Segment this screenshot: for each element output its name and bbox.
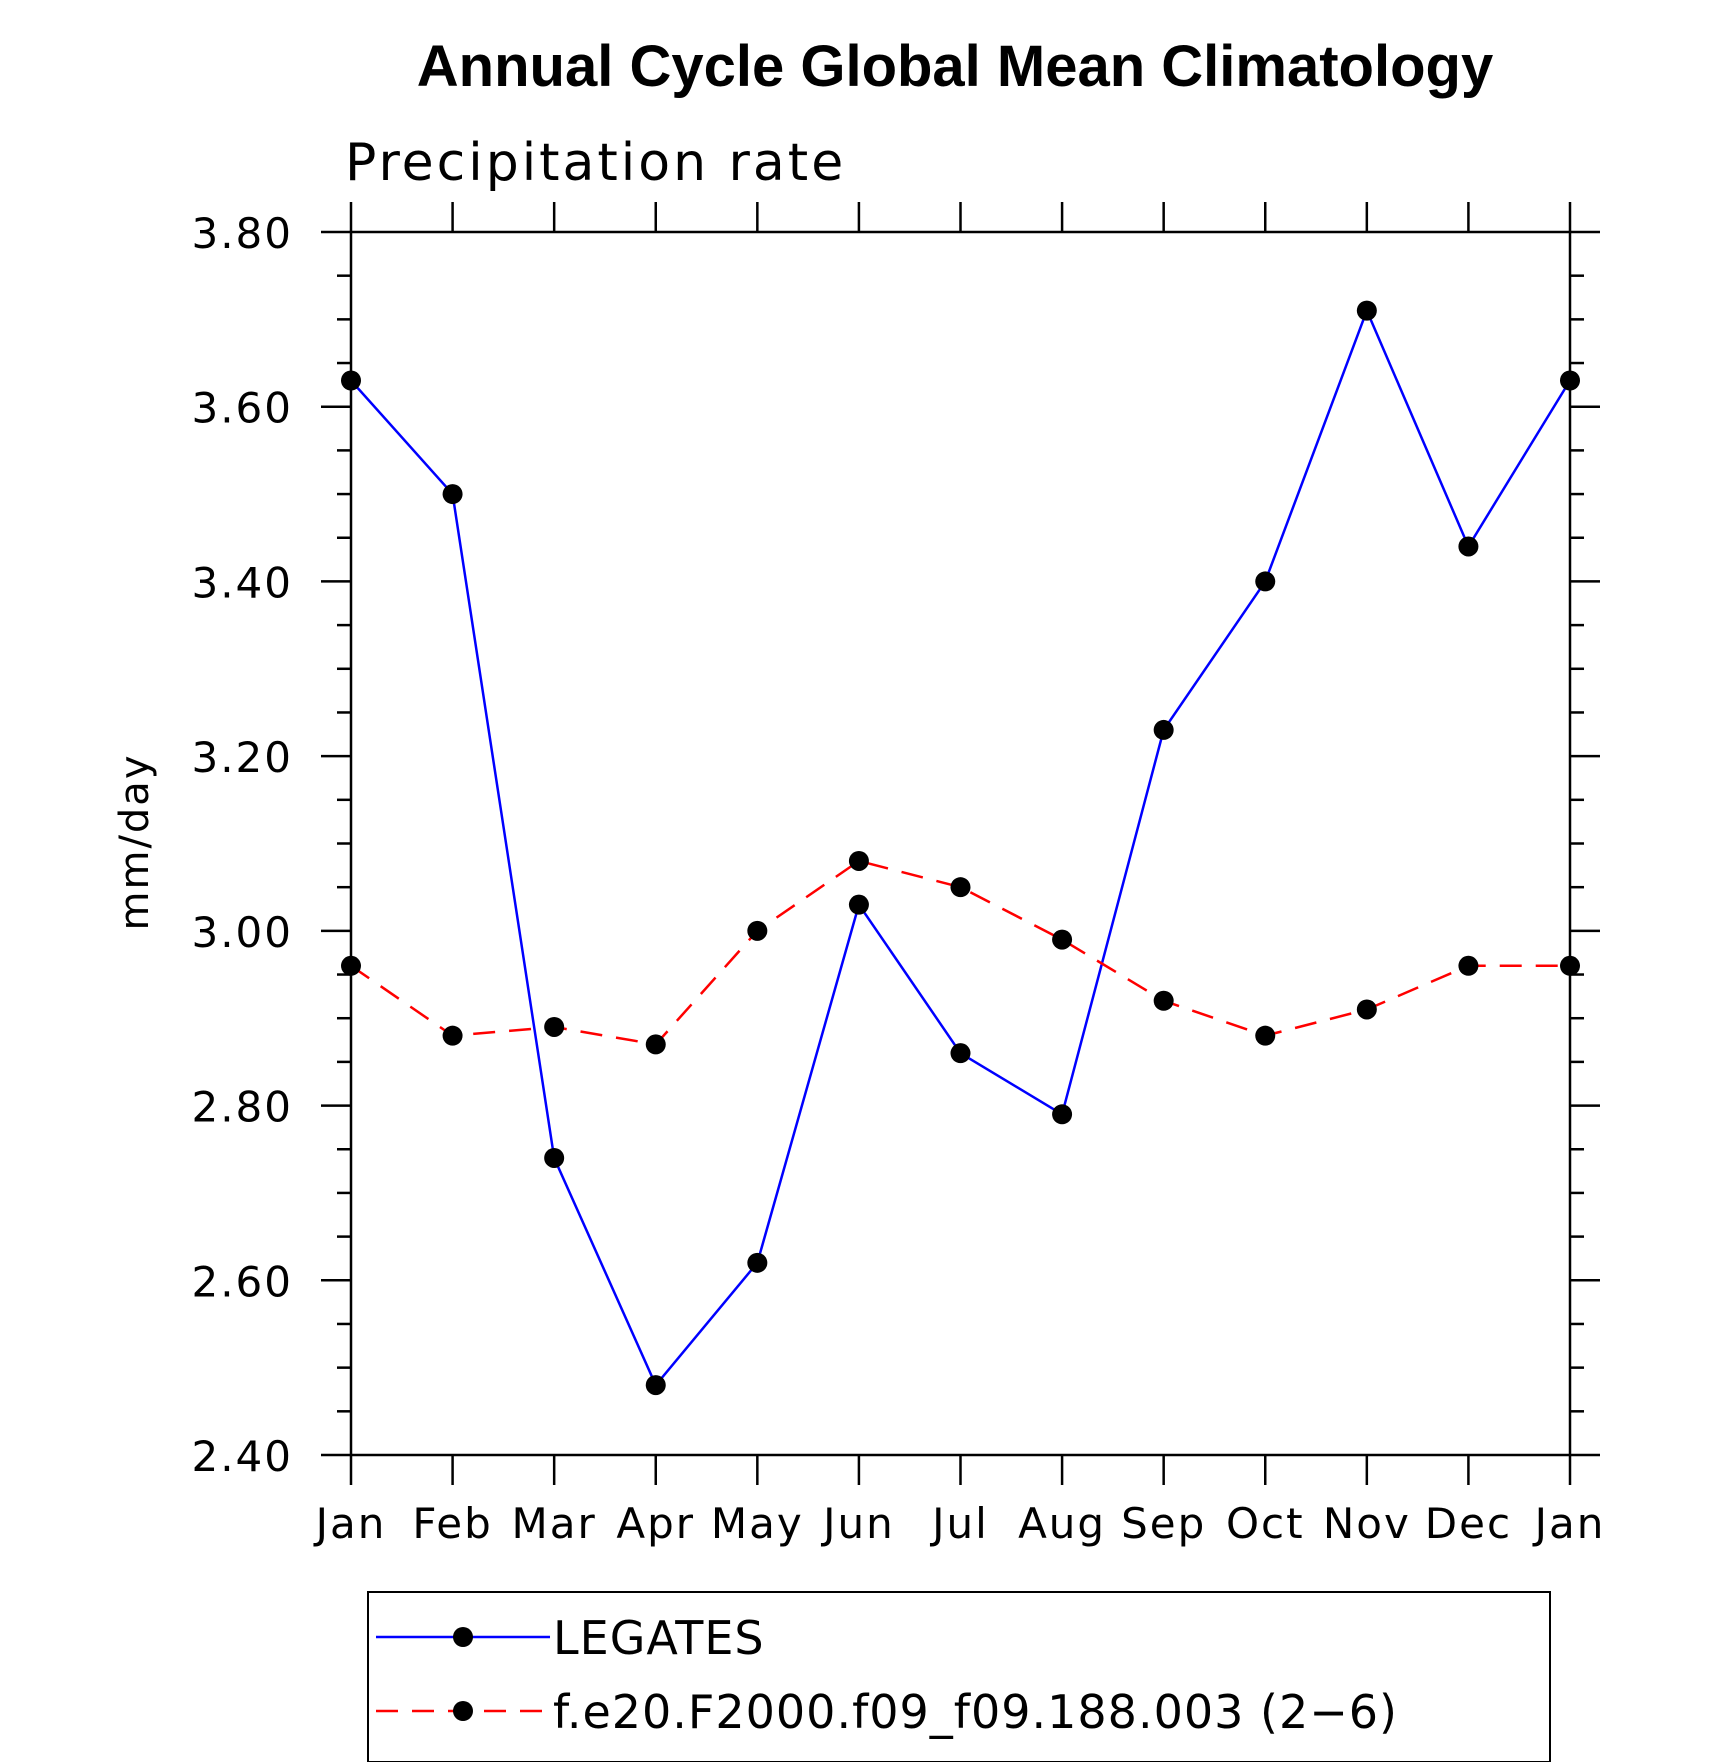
x-tick-label: Jan (313, 1499, 387, 1548)
data-point-series-1 (1255, 1025, 1276, 1046)
data-point-series-0 (747, 1252, 768, 1273)
y-tick-label: 3.60 (191, 384, 293, 433)
legend-marker-0 (453, 1627, 473, 1647)
data-point-series-1 (442, 1025, 463, 1046)
x-tick-label: Nov (1323, 1499, 1411, 1548)
data-point-series-1 (1356, 999, 1377, 1020)
data-point-series-1 (645, 1034, 666, 1055)
x-tick-label: Sep (1121, 1499, 1206, 1548)
data-point-series-0 (1255, 571, 1276, 592)
x-tick-label: Dec (1425, 1499, 1512, 1548)
legend: LEGATES f.e20.F2000.f09_f09.188.003 (2−6) (367, 1591, 1551, 1762)
data-point-series-1 (950, 877, 971, 898)
data-point-series-0 (1458, 536, 1479, 557)
x-tick-label: Aug (1018, 1499, 1106, 1548)
plot-area: Jan Feb Mar Apr May Jun Jul Aug Sep Oct Nov Dec Jan 3… (191, 202, 1606, 1548)
y-tick-label: 2.40 (191, 1432, 293, 1481)
y-axis-label: mm/day (112, 754, 158, 931)
legend-marker-1 (453, 1701, 473, 1721)
legend-label-1: f.e20.F2000.f09_f09.188.003 (2−6) (553, 1685, 1398, 1739)
data-point-series-0 (950, 1043, 971, 1064)
y-tick-label: 3.80 (191, 209, 293, 258)
legend-label-0: LEGATES (553, 1611, 765, 1665)
data-point-series-0 (341, 370, 361, 391)
x-tick-label: Jul (929, 1499, 989, 1548)
data-point-series-0 (848, 894, 869, 915)
y-tick-label: 3.20 (191, 733, 293, 782)
data-point-series-0 (645, 1375, 666, 1396)
x-tick-label: Feb (412, 1499, 492, 1548)
data-point-series-1 (544, 1016, 565, 1037)
x-tick-label: Apr (616, 1499, 695, 1548)
data-point-series-0 (544, 1147, 565, 1168)
data-point-series-0 (1153, 719, 1174, 740)
data-point-series-0 (1356, 300, 1377, 321)
data-point-series-1 (1560, 955, 1580, 976)
chart-subtitle: Precipitation rate (345, 133, 846, 193)
x-tick-label: Jun (820, 1499, 895, 1548)
x-tick-label: Jan (1532, 1499, 1606, 1548)
data-point-series-1 (747, 920, 768, 941)
x-tick-label: Oct (1226, 1499, 1305, 1548)
y-tick-label: 2.80 (191, 1083, 293, 1132)
data-point-series-1 (1052, 929, 1073, 950)
y-tick-label: 3.00 (191, 908, 293, 957)
data-point-series-0 (1560, 370, 1580, 391)
data-point-series-1 (1153, 990, 1174, 1011)
data-point-series-1 (341, 955, 361, 976)
chart-title: Annual Cycle Global Mean Climatology (417, 34, 1493, 99)
series-line-0 (350, 307, 1572, 1388)
x-tick-label: May (711, 1499, 804, 1548)
legend-box (367, 1591, 1551, 1762)
y-tick-label: 2.60 (191, 1257, 293, 1306)
data-point-series-1 (848, 850, 869, 871)
data-point-series-0 (1052, 1104, 1073, 1125)
y-tick-label: 3.40 (191, 558, 293, 607)
x-tick-label: Mar (512, 1499, 597, 1548)
data-point-series-1 (1458, 955, 1479, 976)
data-point-series-0 (442, 484, 463, 505)
plot-frame (349, 230, 1572, 1457)
